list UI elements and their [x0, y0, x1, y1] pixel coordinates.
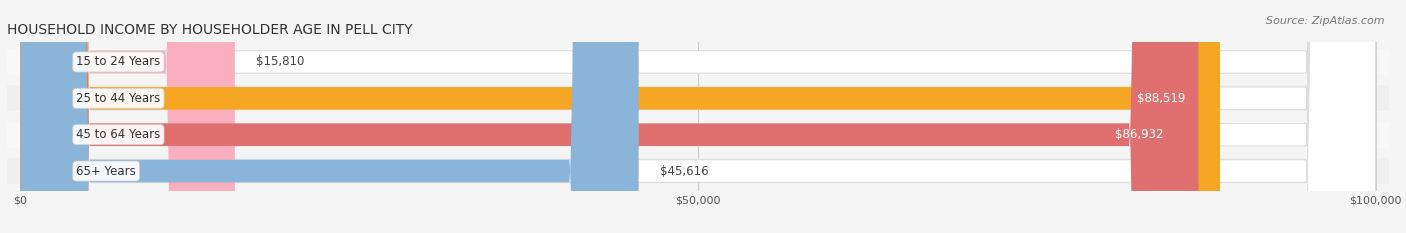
- FancyBboxPatch shape: [21, 0, 235, 233]
- FancyBboxPatch shape: [0, 85, 1406, 111]
- FancyBboxPatch shape: [21, 0, 638, 233]
- Text: $45,616: $45,616: [659, 164, 709, 178]
- FancyBboxPatch shape: [21, 0, 1375, 233]
- Text: 65+ Years: 65+ Years: [76, 164, 136, 178]
- FancyBboxPatch shape: [21, 0, 1375, 233]
- Text: 25 to 44 Years: 25 to 44 Years: [76, 92, 160, 105]
- FancyBboxPatch shape: [21, 0, 1220, 233]
- FancyBboxPatch shape: [21, 0, 1375, 233]
- Text: Source: ZipAtlas.com: Source: ZipAtlas.com: [1267, 16, 1385, 26]
- FancyBboxPatch shape: [0, 158, 1406, 184]
- Text: HOUSEHOLD INCOME BY HOUSEHOLDER AGE IN PELL CITY: HOUSEHOLD INCOME BY HOUSEHOLDER AGE IN P…: [7, 23, 412, 37]
- FancyBboxPatch shape: [21, 0, 1198, 233]
- Text: 45 to 64 Years: 45 to 64 Years: [76, 128, 160, 141]
- Text: $15,810: $15,810: [256, 55, 304, 69]
- Text: $86,932: $86,932: [1115, 128, 1164, 141]
- Text: $88,519: $88,519: [1137, 92, 1185, 105]
- Text: 15 to 24 Years: 15 to 24 Years: [76, 55, 160, 69]
- FancyBboxPatch shape: [0, 122, 1406, 148]
- FancyBboxPatch shape: [21, 0, 1375, 233]
- FancyBboxPatch shape: [0, 49, 1406, 75]
